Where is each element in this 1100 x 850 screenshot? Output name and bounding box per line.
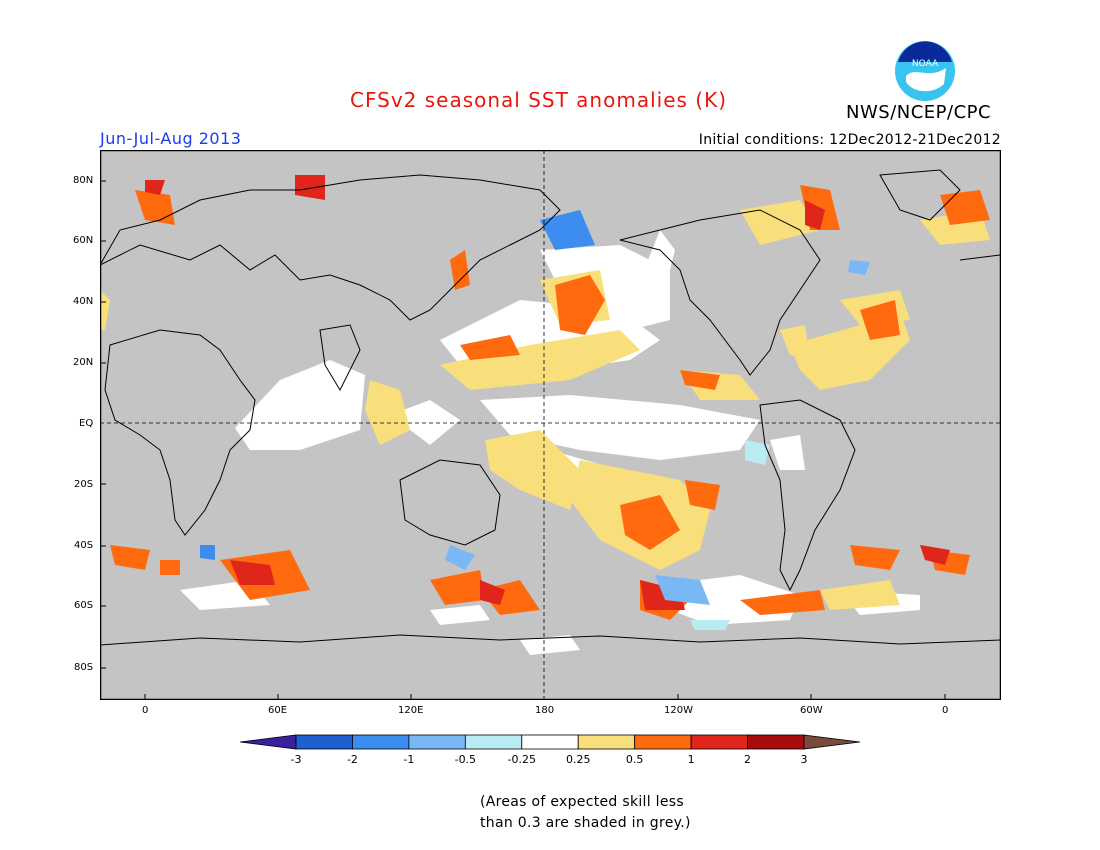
initial-conditions: Initial conditions: 12Dec2012-21Dec2012 [698,132,1001,148]
colorbar-segment [352,734,410,750]
colorbar-label: 1 [688,753,695,766]
lat-label-20s: 20S [74,479,94,490]
lon-label-0-right: 0 [942,705,949,716]
colorbar-label: -2 [347,753,358,766]
lat-label-60n: 60N [73,235,94,246]
colorbar-segment [521,734,579,750]
lat-label-20n: 20N [73,357,94,368]
gridlines [100,150,1001,700]
lon-label-180: 180 [535,705,555,716]
skill-note-line-2: than 0.3 are shaded in grey.) [480,815,691,831]
colorbar-segment [747,734,805,750]
colorbar-segment [634,734,692,750]
lat-label-80n: 80N [73,175,94,186]
colorbar-label: -0.25 [508,753,536,766]
noaa-logo: NOAA [895,41,955,101]
lon-label-60e: 60E [268,705,288,716]
lon-label-60w: 60W [800,705,823,716]
lat-label-40n: 40N [73,296,94,307]
coastlines [100,169,1001,646]
organization-label: NWS/NCEP/CPC [846,102,992,123]
colorbar-segment [295,734,353,750]
chart-title: CFSv2 seasonal SST anomalies (K) [350,88,727,112]
colorbar-label: 0.5 [626,753,644,766]
colorbar-label: -0.5 [455,753,476,766]
lon-label-0-left: 0 [142,705,149,716]
colorbar-labels: -3 -2 -1 -0.5 -0.25 0.25 0.5 1 2 3 [291,753,808,766]
skill-note: (Areas of expected skill less than 0.3 a… [480,792,691,834]
colorbar-segment [690,734,748,750]
strong-warm-anomaly-regions [145,175,950,610]
colorbar-segment [464,734,523,750]
colorbar: -3 -2 -1 -0.5 -0.25 0.25 0.5 1 2 3 [240,734,860,766]
colorbar-segment [803,734,860,750]
colorbar-label: 0.25 [566,753,591,766]
lat-label-40s: 40S [74,540,94,551]
colorbar-label: -3 [291,753,302,766]
colorbar-label: 3 [801,753,808,766]
cool-anomaly-regions [200,210,870,630]
colorbar-segment [240,734,297,750]
sst-anomaly-map [100,150,1001,700]
colorbar-label: 2 [744,753,751,766]
lat-label-eq: EQ [79,418,94,429]
forecast-period: Jun-Jul-Aug 2013 [100,129,242,148]
lat-label-60s: 60S [74,600,94,611]
colorbar-segment [577,734,636,750]
colorbar-segments [240,734,860,750]
colorbar-label: -1 [403,753,414,766]
lat-label-80s: 80S [74,662,94,673]
colorbar-segment [408,734,466,750]
skill-note-line-1: (Areas of expected skill less [480,794,684,810]
lon-label-120w: 120W [664,705,693,716]
svg-text:NOAA: NOAA [912,59,939,69]
lon-label-120e: 120E [398,705,424,716]
